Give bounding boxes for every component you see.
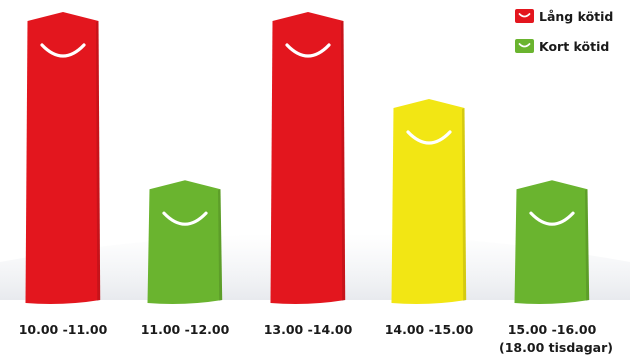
bars (25, 12, 590, 304)
legend-swatch-short (515, 39, 534, 53)
legend: Lång kötid Kort kötid (515, 9, 613, 54)
legend-label-short: Kort kötid (539, 39, 609, 54)
bar-edge (218, 189, 223, 301)
bar-body (147, 180, 223, 304)
bar-body (270, 12, 346, 304)
legend-item-long-queue: Lång kötid (515, 9, 613, 24)
smile-icon (162, 211, 208, 226)
x-tick-label: 13.00 -14.00 (264, 322, 353, 337)
bar-2 (147, 180, 223, 304)
x-tick-label: 14.00 -15.00 (385, 322, 474, 337)
x-tick-label: 11.00 -12.00 (141, 322, 230, 337)
bar-edge (462, 108, 467, 301)
bar-4 (391, 99, 467, 304)
bar-5 (514, 180, 590, 304)
x-tick-note: (18.00 tisdagar) (499, 340, 613, 355)
bar-1 (25, 12, 101, 304)
bar-edge (341, 21, 346, 301)
bar-body (514, 180, 590, 304)
bar-body (391, 99, 467, 304)
legend-item-short-queue: Kort kötid (515, 39, 609, 54)
bar-body (25, 12, 101, 304)
smile-icon (285, 43, 331, 58)
smile-icon (406, 130, 452, 145)
bar-edge (585, 189, 590, 301)
x-tick-label: 15.00 -16.00 (508, 322, 597, 337)
smile-icon (529, 211, 575, 226)
smile-icon (40, 43, 86, 58)
bar-3 (270, 12, 346, 304)
legend-label-long: Lång kötid (539, 9, 613, 24)
bar-edge (96, 21, 101, 301)
x-axis-tick-labels: 10.00 -11.00 11.00 -12.00 13.00 -14.00 14.0… (19, 322, 613, 355)
x-tick-label: 10.00 -11.00 (19, 322, 108, 337)
legend-swatch-long (515, 9, 534, 23)
